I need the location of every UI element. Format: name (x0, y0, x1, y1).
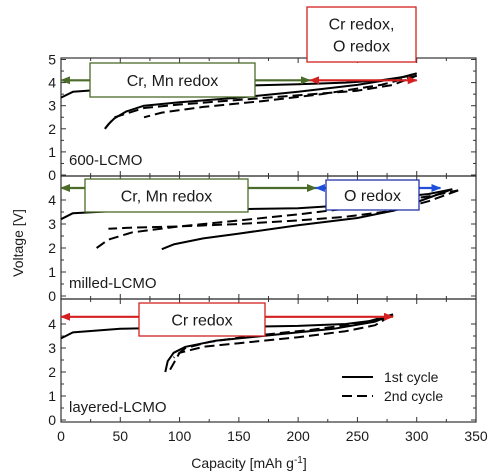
annotation-text: O redox (344, 188, 401, 205)
y-tick-label: 0 (48, 288, 56, 304)
x-tick-label: 350 (464, 428, 488, 444)
y-tick-label: 4 (48, 75, 56, 91)
y-tick-label: 0 (48, 412, 56, 428)
cycle2-charge-curve (104, 74, 418, 130)
annotation-text: Cr, Mn redox (121, 189, 213, 206)
y-tick-label: 1 (48, 388, 56, 404)
x-tick-label: 200 (286, 428, 310, 444)
y-tick-label: 2 (48, 364, 56, 380)
x-tick-label: 50 (112, 428, 128, 444)
y-tick-label: 0 (48, 167, 56, 183)
y-tick-label: 1 (48, 264, 56, 280)
y-tick-label: 5 (48, 52, 56, 68)
panel-3: 0 1 2 3 4 Cr redox layered-LCMO (48, 298, 477, 428)
y-tick-label: 4 (48, 192, 56, 208)
y-tick-label: 3 (48, 98, 56, 114)
annotation-text: Cr redox, (329, 17, 395, 34)
x-tick-label: 100 (168, 428, 192, 444)
y-axis-label: Voltage [V] (10, 209, 26, 277)
x-tick-label: 0 (57, 428, 65, 444)
annotation-text: O redox (333, 39, 390, 56)
panel-label: milled-LCMO (69, 275, 157, 292)
panel-label: layered-LCMO (69, 399, 167, 416)
x-axis-label: Capacity [mAh g-1] (191, 455, 307, 471)
legend: 1st cycle 2nd cycle (342, 369, 443, 404)
x-tick-label: 150 (227, 428, 251, 444)
y-tick-label: 2 (48, 121, 56, 137)
y-tick-label: 2 (48, 240, 56, 256)
annotation-box (325, 179, 420, 211)
x-tick-label: 300 (405, 428, 429, 444)
y-tick-label: 3 (48, 340, 56, 356)
annotation-box (84, 178, 249, 213)
y-tick-label: 4 (48, 316, 56, 332)
y-tick-label: 1 (48, 144, 56, 160)
annotation-text: Cr redox (171, 313, 232, 330)
panel-label: 600-LCMO (69, 152, 142, 169)
y-tick-label: 3 (48, 216, 56, 232)
annotation-box (306, 6, 417, 63)
cycle2-discharge-curve (143, 74, 417, 119)
annotation-text: Cr, Mn redox (127, 73, 219, 90)
annotation-box (138, 302, 266, 337)
panel-1: 0 1 2 3 4 5 Cr, Mn redox Cr redox, O redox 600-LC… (48, 6, 477, 183)
cycle2-charge-curve (169, 313, 394, 371)
x-tick-label: 250 (346, 428, 370, 444)
panel-2: 0 1 2 3 4 Cr, Mn redox O redox milled-LCMO (48, 175, 477, 304)
legend-label: 1st cycle (384, 369, 439, 385)
legend-label: 2nd cycle (384, 388, 443, 404)
annotation-box (89, 62, 256, 98)
